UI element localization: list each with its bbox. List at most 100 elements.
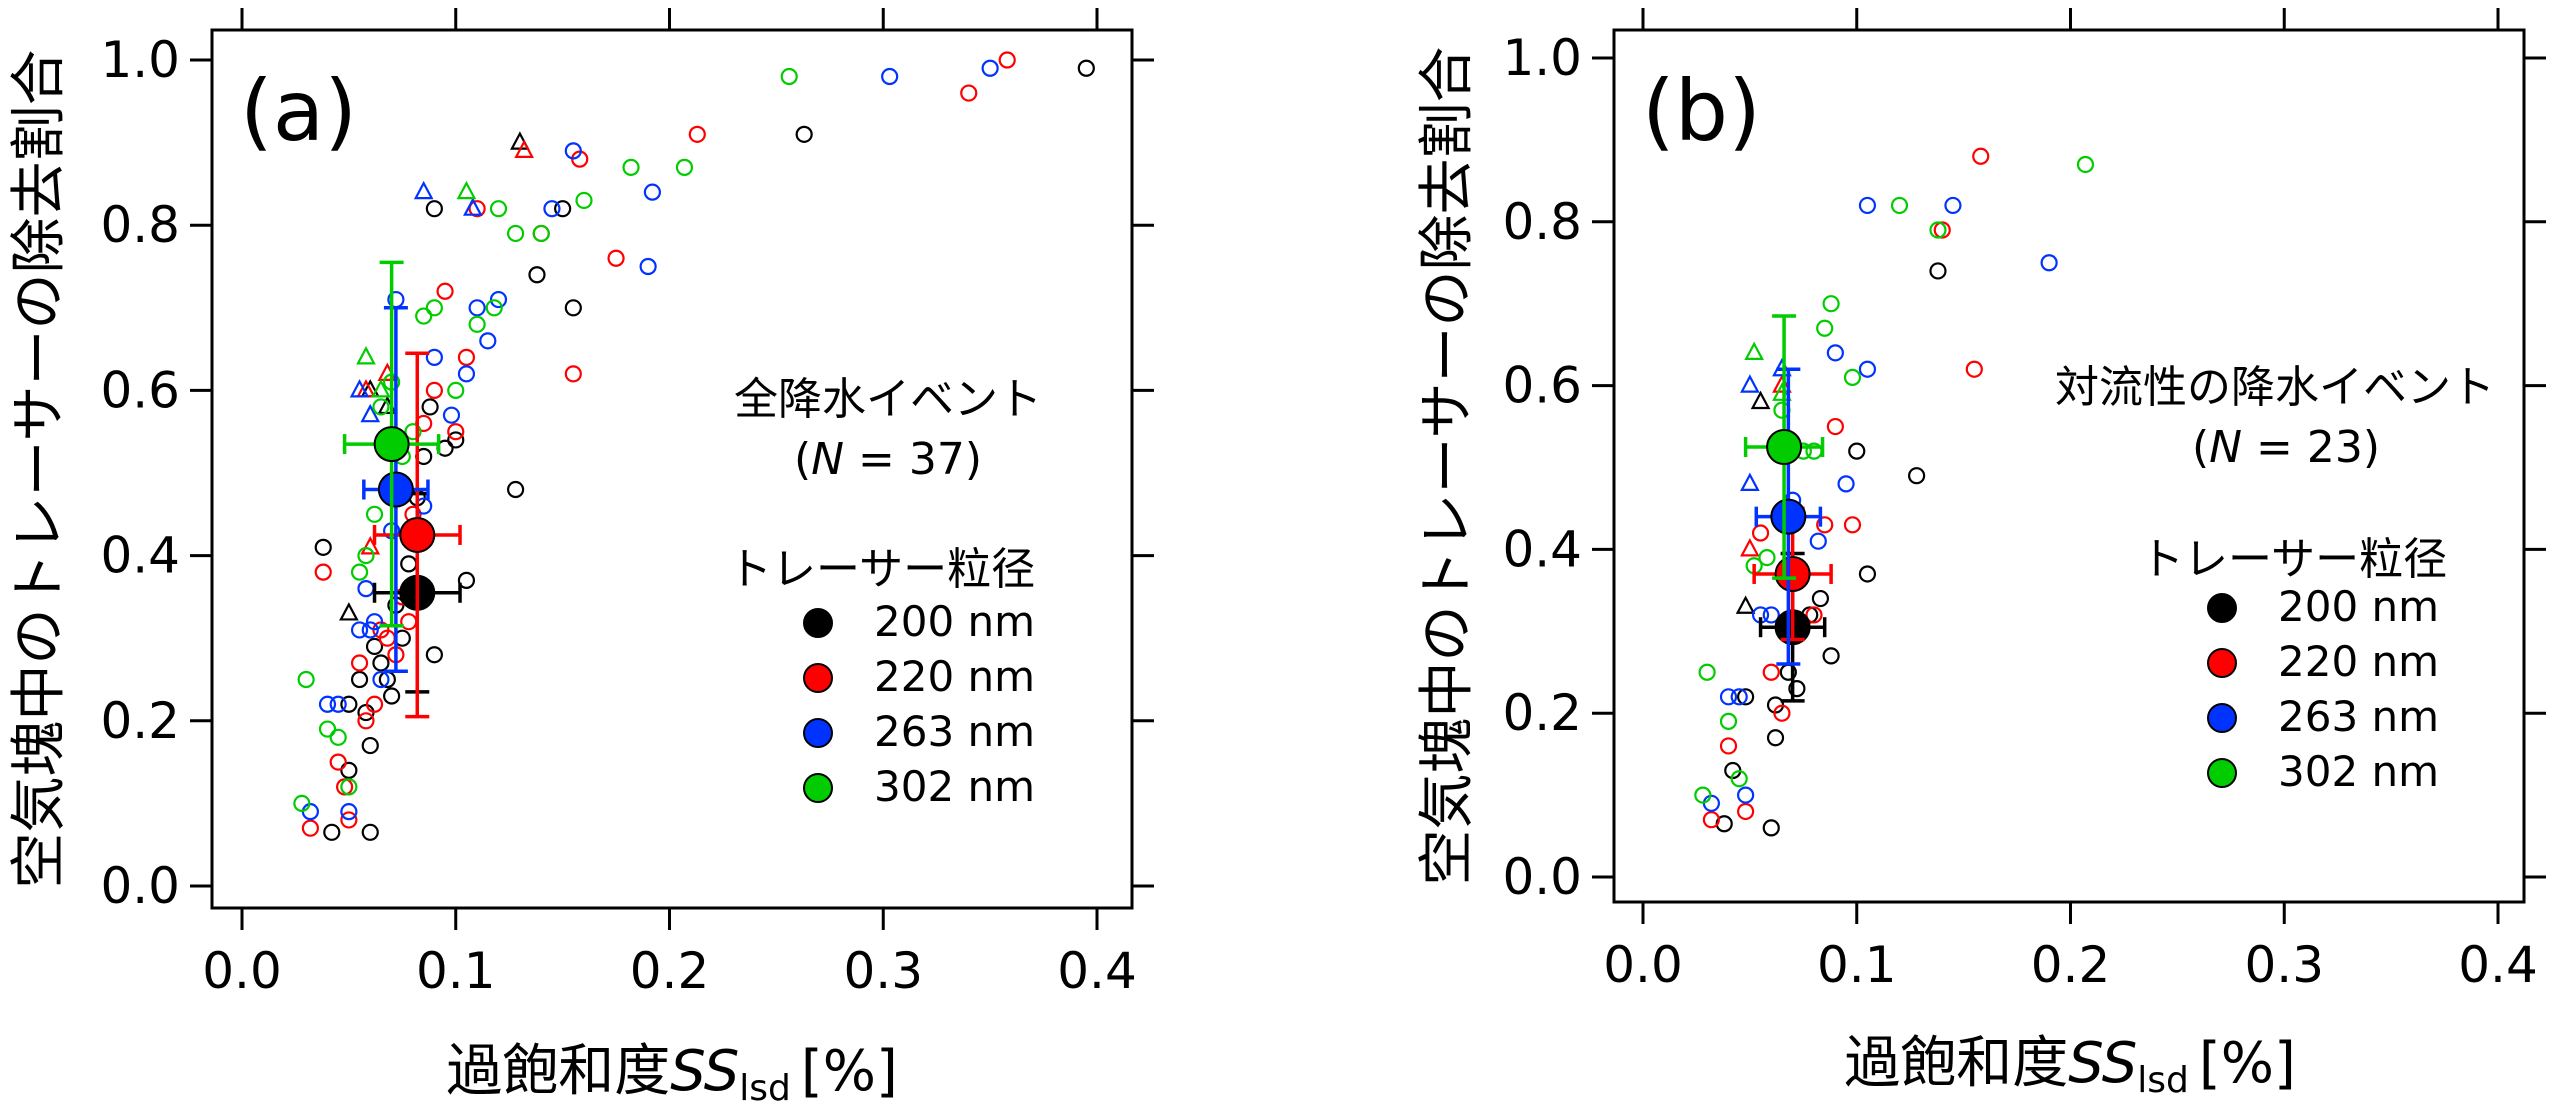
data-point-circle	[1766, 729, 1785, 747]
data-point-triangle	[1740, 538, 1760, 557]
data-point-circle	[1837, 475, 1855, 493]
panel-b: 0.0 0.1 0.2 0.3 0.4 0.0 0.2 0.4 0.6 0.8 1.0 (b) 対流…	[1415, 8, 2546, 1101]
data-point-circle	[1736, 688, 1755, 706]
data-point-circle	[506, 480, 525, 499]
data-point-circle	[365, 637, 384, 656]
mean-marker	[1766, 429, 1803, 466]
data-point-circle	[361, 823, 379, 841]
data-point-circle	[457, 365, 476, 383]
data-point-circle	[425, 200, 443, 218]
data-point-circle	[329, 728, 347, 746]
data-point-circle	[564, 299, 582, 317]
data-point-circle	[318, 695, 337, 713]
data-point-circle	[1858, 196, 1877, 215]
data-a	[293, 51, 1095, 841]
data-point-triangle	[1750, 390, 1771, 410]
data-point-circle	[575, 191, 593, 210]
data-point-circle	[528, 266, 546, 284]
x-tick-label: 0.4	[2458, 936, 2538, 994]
data-point-circle	[1929, 221, 1947, 239]
data-point-circle	[1773, 704, 1791, 722]
x-tick-label: 0.3	[843, 942, 923, 1000]
data-point-circle	[314, 538, 332, 556]
data-point-circle	[404, 423, 422, 441]
data-point-triangle	[356, 346, 376, 365]
data-point-circle	[1822, 647, 1840, 665]
data-point-circle	[442, 406, 461, 424]
x-tick-label: 0.3	[2244, 936, 2324, 994]
data-point-circle	[1736, 786, 1755, 804]
legend-label: 200 nm	[2278, 582, 2439, 631]
legend-swatch	[803, 663, 833, 693]
data-point-circle	[361, 736, 379, 755]
data-point-circle	[1858, 360, 1877, 378]
data-point-circle	[564, 365, 582, 383]
ticks-a: 0.0 0.1 0.2 0.3 0.4 0.0 0.2 0.4 0.6 0.8 1.0	[100, 8, 1154, 1000]
data-point-circle	[639, 257, 657, 276]
data-point-triangle	[1744, 341, 1764, 360]
data-point-circle	[436, 282, 454, 300]
data-point-triangle	[456, 180, 477, 200]
data-point-triangle	[1740, 374, 1760, 393]
data-point-circle	[1730, 688, 1748, 706]
data-point-circle	[1758, 548, 1776, 567]
mean-marker	[1774, 555, 1811, 592]
mean-marker	[399, 516, 436, 553]
y-axis-title-b: 空気塊中のトレーサーの除去割合	[1415, 47, 1480, 886]
x-tick-label: 0.0	[202, 942, 282, 1000]
annotation-n-b: (N = 23)	[2192, 422, 2380, 473]
legend-swatch	[803, 718, 833, 748]
data-point-circle	[1811, 589, 1830, 608]
data-point-circle	[1702, 794, 1721, 812]
data-point-circle	[675, 158, 694, 176]
data-point-circle	[1698, 663, 1716, 681]
data-point-circle	[457, 571, 476, 589]
data-point-circle	[340, 761, 358, 779]
data-point-circle	[564, 142, 582, 160]
data-point-circle	[1788, 680, 1806, 698]
data-point-circle	[1858, 565, 1877, 583]
mean-marker	[373, 426, 410, 463]
y-axis-title-a: 空気塊中のトレーサーの除去割合	[7, 50, 72, 889]
data-point-triangle	[349, 379, 370, 398]
plot-frame-a	[210, 28, 1134, 910]
data-point-circle	[532, 224, 550, 243]
legend-b: 200 nm 220 nm 263 nm 302 nm	[2207, 582, 2439, 796]
data-point-triangle	[1772, 382, 1792, 401]
data-point-circle	[1890, 196, 1909, 215]
data-point-circle	[1719, 737, 1738, 755]
data-point-circle	[688, 125, 706, 143]
data-point-circle	[479, 332, 497, 350]
y-tick-label: 0.4	[1502, 520, 1582, 578]
data-point-circle	[293, 794, 311, 813]
data-point-circle	[1816, 319, 1834, 337]
y-tick-label: 1.0	[1502, 29, 1582, 87]
data-point-circle	[372, 670, 390, 689]
data-point-circle	[318, 720, 337, 738]
legend-swatch	[2207, 703, 2237, 733]
data-point-circle	[2040, 254, 2058, 272]
y-tick-label: 0.8	[1502, 193, 1582, 251]
data-point-circle	[447, 431, 465, 449]
data-point-circle	[506, 224, 525, 243]
ticks-b: 0.0 0.1 0.2 0.3 0.4 0.0 0.2 0.4 0.6 0.8 1.0	[1502, 8, 2546, 994]
data-point-triangle	[514, 139, 534, 158]
data-point-circle	[1694, 786, 1712, 804]
data-point-circle	[1751, 524, 1770, 542]
data-point-circle	[1843, 368, 1862, 387]
data-point-circle	[329, 695, 347, 713]
data-point-circle	[1944, 196, 1962, 215]
legend-swatch	[2207, 758, 2237, 788]
data-point-circle	[350, 654, 369, 672]
data-point-circle	[357, 580, 375, 598]
legend-label: 263 nm	[2278, 692, 2439, 741]
data-point-circle	[415, 307, 433, 325]
data-point-circle	[425, 646, 443, 664]
x-tick-label: 0.0	[1603, 936, 1683, 994]
data-point-triangle	[339, 602, 359, 621]
data-point-circle	[960, 84, 978, 102]
data-point-circle	[425, 348, 443, 366]
data-point-circle	[881, 67, 899, 86]
x-tick-label: 0.1	[1817, 936, 1897, 994]
data-point-circle	[365, 505, 384, 523]
